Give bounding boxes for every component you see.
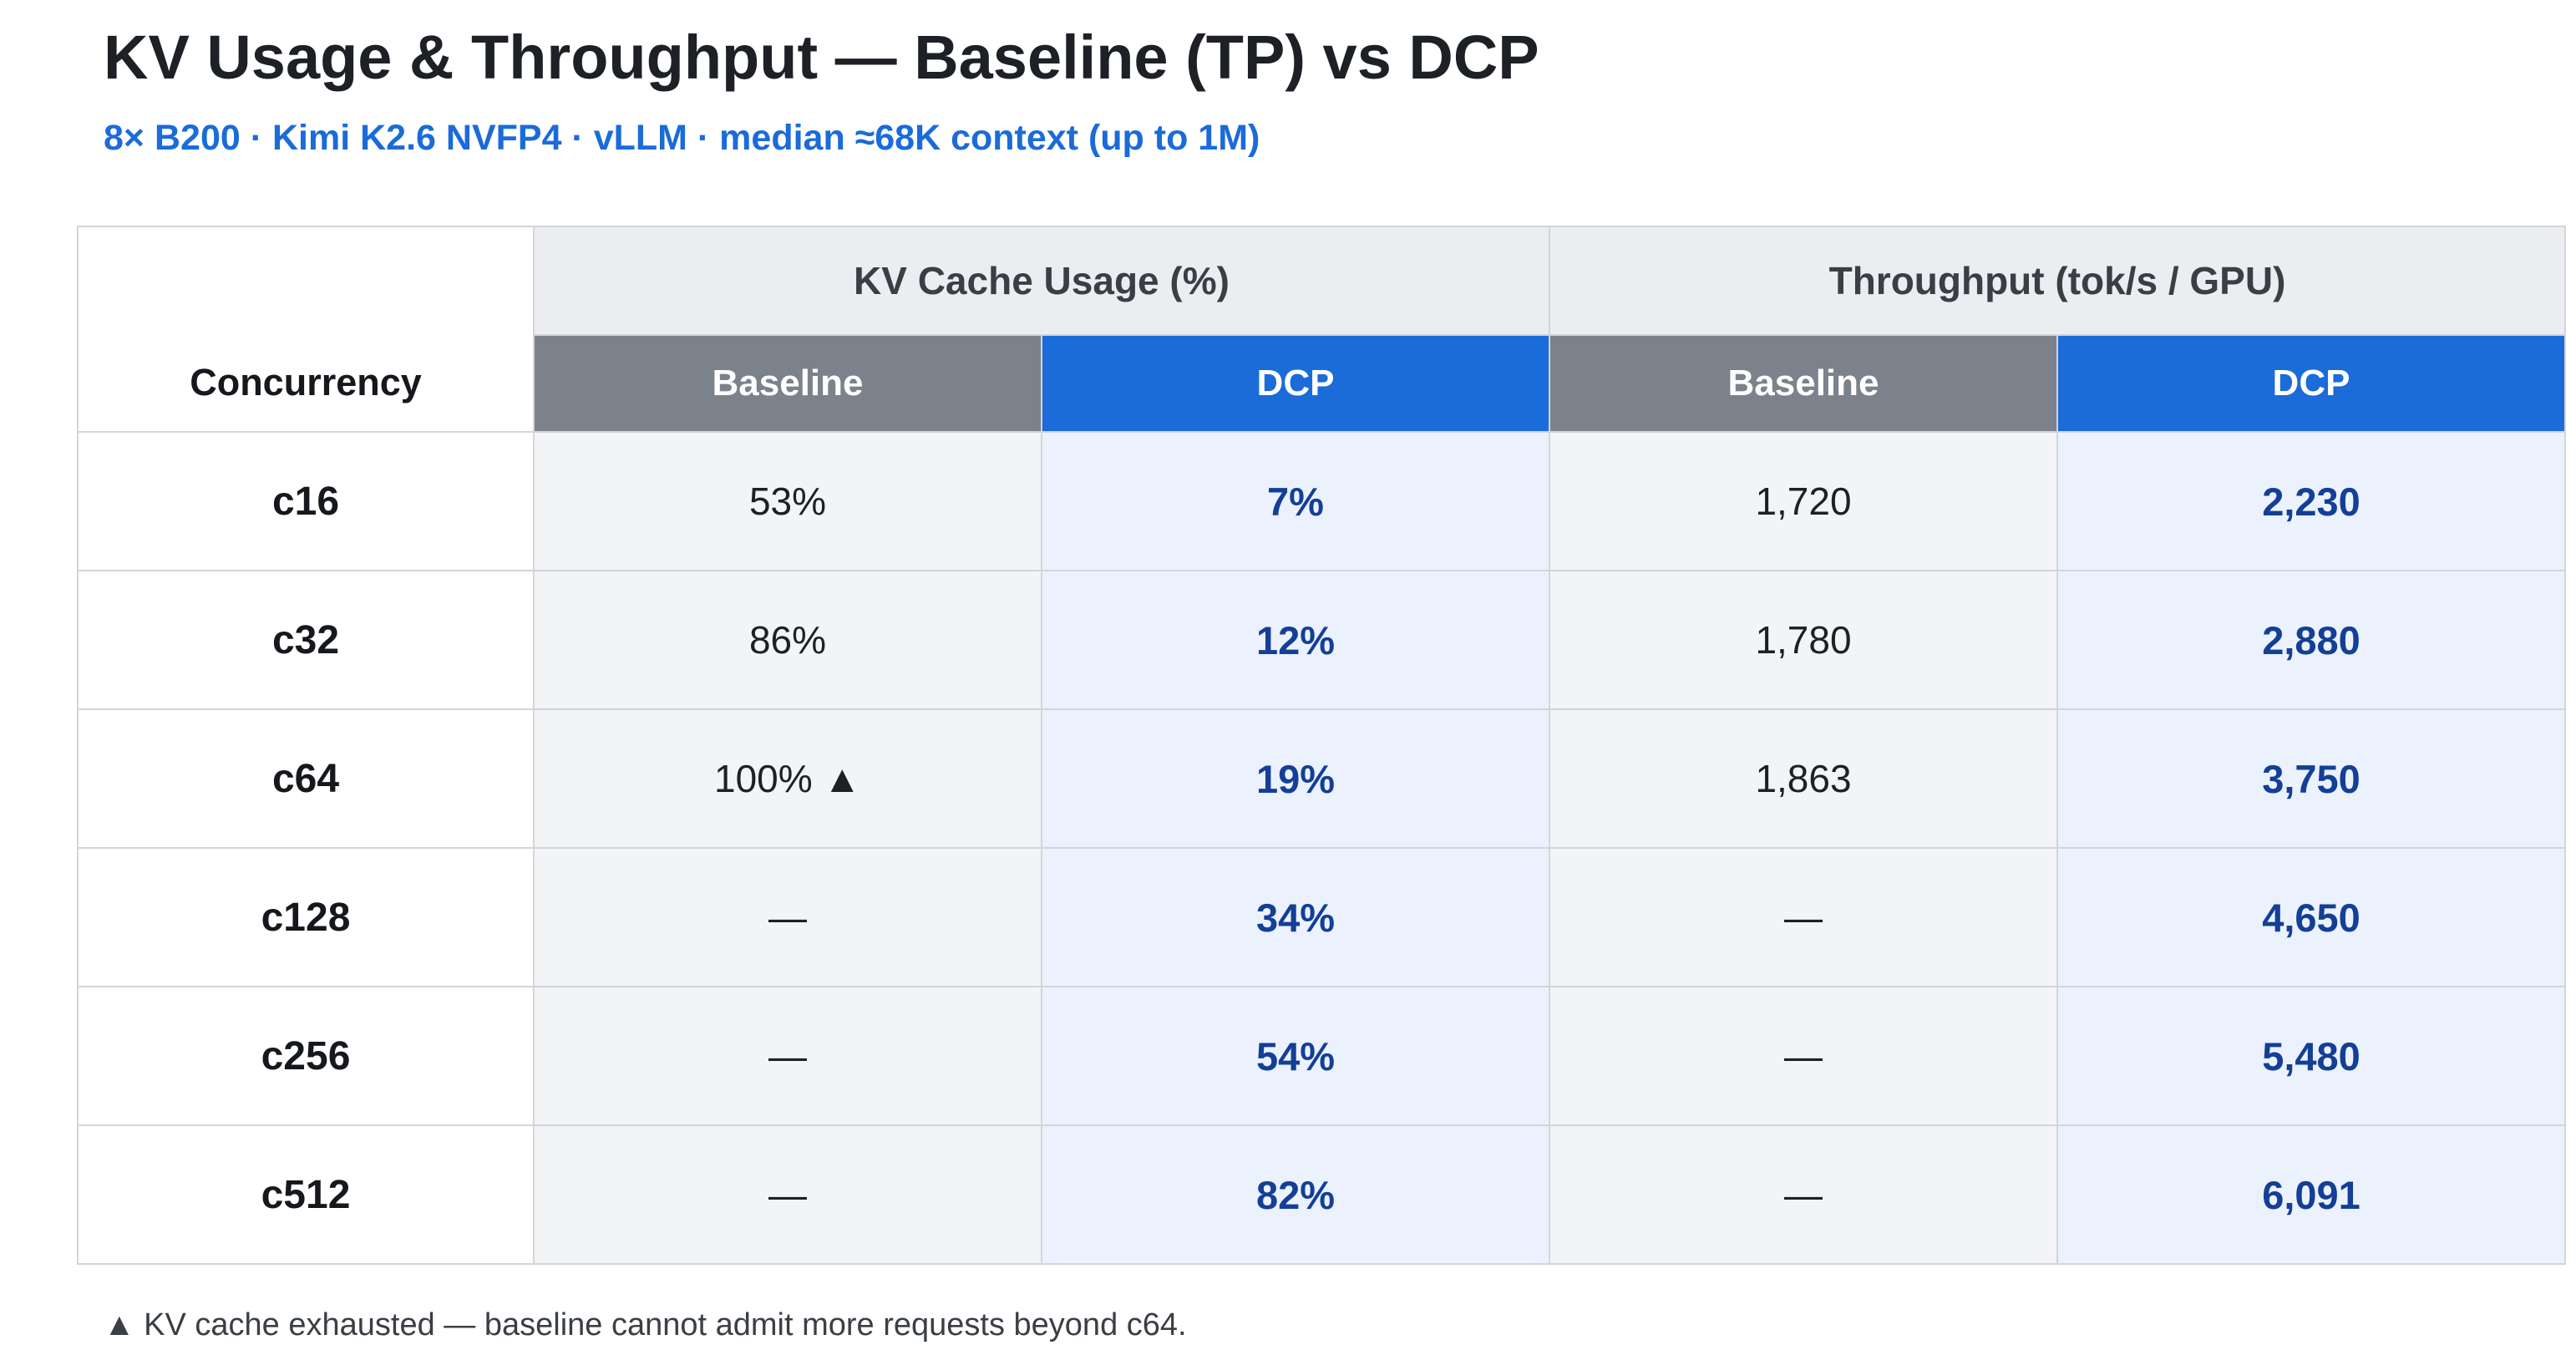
concurrency-cell: c32 [77,570,535,710]
throughput-baseline-cell: 1,720 [1549,431,2058,571]
concurrency-cell: c16 [77,431,535,571]
table-row: c256 — 54% — 5,480 [77,986,2566,1126]
kv-dcp-cell: 12% [1041,570,1550,710]
kv-baseline-cell: 100% ▲ [533,708,1042,849]
concurrency-header: Concurrency [77,226,535,433]
table-row: c32 86% 12% 1,780 2,880 [77,570,2566,710]
throughput-dcp-header: DCP [2056,334,2566,433]
throughput-dcp-cell: 2,880 [2056,570,2566,710]
throughput-dcp-cell: 2,230 [2056,431,2566,571]
concurrency-cell: c128 [77,847,535,987]
kv-baseline-cell: 86% [533,570,1042,710]
throughput-baseline-cell: 1,863 [1549,708,2058,849]
page-subtitle: 8× B200 · Kimi K2.6 NVFP4 · vLLM · media… [104,118,1260,158]
kv-cache-group-header: KV Cache Usage (%) [533,226,1550,336]
kv-baseline-cell: — [533,1124,1042,1265]
throughput-baseline-header: Baseline [1549,334,2058,433]
throughput-dcp-cell: 5,480 [2056,986,2566,1126]
throughput-baseline-cell: — [1549,847,2058,987]
page-title: KV Usage & Throughput — Baseline (TP) vs… [104,23,1539,92]
kv-dcp-cell: 34% [1041,847,1550,987]
throughput-baseline-cell: — [1549,1124,2058,1265]
table-row: c16 53% 7% 1,720 2,230 [77,431,2566,571]
throughput-group-header: Throughput (tok/s / GPU) [1549,226,2566,336]
results-table: Concurrency KV Cache Usage (%) Throughpu… [77,226,2566,1265]
concurrency-cell: c256 [77,986,535,1126]
kv-dcp-header: DCP [1041,334,1550,433]
kv-dcp-cell: 7% [1041,431,1550,571]
kv-dcp-cell: 19% [1041,708,1550,849]
throughput-baseline-cell: 1,780 [1549,570,2058,710]
throughput-dcp-cell: 4,650 [2056,847,2566,987]
kv-baseline-cell: 53% [533,431,1042,571]
throughput-dcp-cell: 6,091 [2056,1124,2566,1265]
kv-baseline-cell: — [533,986,1042,1126]
footnote: ▲ KV cache exhausted — baseline cannot a… [104,1307,1187,1342]
throughput-baseline-cell: — [1549,986,2058,1126]
concurrency-cell: c64 [77,708,535,849]
table-row: c128 — 34% — 4,650 [77,847,2566,987]
kv-dcp-cell: 82% [1041,1124,1550,1265]
table-row: c64 100% ▲ 19% 1,863 3,750 [77,708,2566,849]
throughput-dcp-cell: 3,750 [2056,708,2566,849]
kv-baseline-header: Baseline [533,334,1042,433]
concurrency-cell: c512 [77,1124,535,1265]
kv-baseline-cell: — [533,847,1042,987]
kv-dcp-cell: 54% [1041,986,1550,1126]
table-row: c512 — 82% — 6,091 [77,1124,2566,1265]
